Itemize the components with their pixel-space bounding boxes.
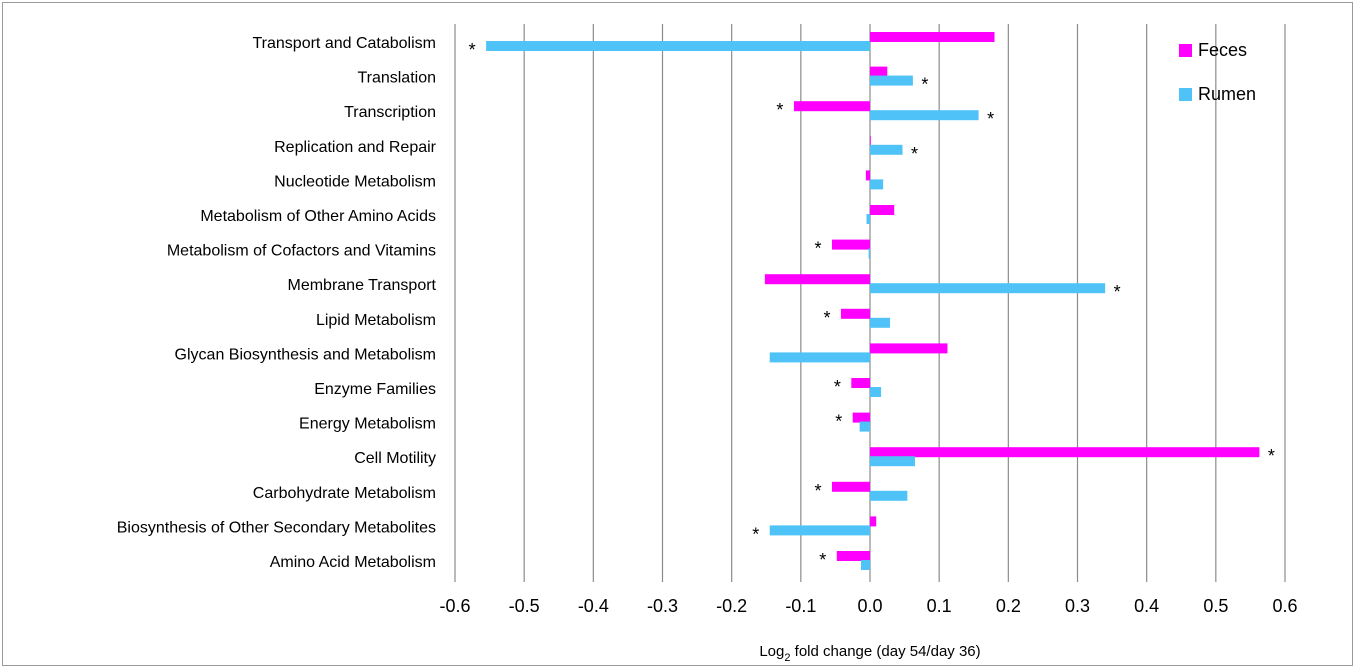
bar-feces bbox=[831, 481, 870, 492]
x-tick-label: 0.5 bbox=[1203, 596, 1228, 616]
bar-rumen bbox=[861, 560, 870, 570]
category-label: Membrane Transport bbox=[287, 277, 436, 294]
category-label: Carbohydrate Metabolism bbox=[253, 485, 436, 502]
bars bbox=[486, 32, 1260, 570]
significance-marker: * bbox=[1268, 446, 1275, 466]
legend-swatch-rumen bbox=[1179, 88, 1192, 101]
category-label: Lipid Metabolism bbox=[316, 312, 436, 329]
bar-feces bbox=[831, 239, 870, 250]
category-label: Transcription bbox=[344, 104, 436, 121]
x-tick-label: -0.5 bbox=[509, 596, 540, 616]
bar-feces bbox=[870, 516, 877, 527]
category-label: Energy Metabolism bbox=[299, 416, 436, 433]
bar-rumen bbox=[870, 110, 979, 121]
category-label: Glycan Biosynthesis and Metabolism bbox=[175, 346, 436, 363]
category-label: Metabolism of Cofactors and Vitamins bbox=[167, 243, 436, 260]
bar-feces bbox=[870, 135, 871, 146]
bar-feces bbox=[764, 274, 870, 285]
significance-marker: * bbox=[823, 308, 830, 328]
bar-feces bbox=[865, 170, 870, 181]
category-label: Cell Motility bbox=[354, 450, 436, 467]
x-tick-label: 0.2 bbox=[996, 596, 1021, 616]
bar-rumen bbox=[870, 317, 891, 328]
significance-marker: * bbox=[814, 481, 821, 501]
bar-rumen bbox=[870, 75, 913, 86]
bar-rumen bbox=[868, 248, 870, 259]
bar-feces bbox=[870, 447, 1260, 458]
bar-feces bbox=[870, 66, 888, 77]
x-axis-label-prefix: Log bbox=[759, 643, 784, 660]
bar-feces bbox=[870, 205, 895, 215]
significance-marker: * bbox=[1114, 282, 1121, 302]
significance-marker: * bbox=[987, 109, 994, 129]
bar-rumen bbox=[870, 387, 882, 397]
significance-marker: * bbox=[752, 524, 759, 544]
bar-rumen bbox=[866, 214, 870, 224]
bar-rumen bbox=[870, 490, 908, 501]
bar-rumen bbox=[859, 421, 870, 432]
bar-feces bbox=[852, 412, 870, 423]
bar-rumen bbox=[870, 456, 915, 467]
bar-feces bbox=[870, 343, 948, 354]
bar-rumen bbox=[486, 41, 870, 51]
x-tick-label: -0.3 bbox=[647, 596, 678, 616]
bar-rumen bbox=[870, 283, 1106, 294]
legend-label-rumen: Rumen bbox=[1198, 84, 1256, 104]
category-labels: Transport and Catabolism Translation Trans… bbox=[117, 35, 437, 571]
category-label: Translation bbox=[357, 70, 436, 87]
x-tick-label: -0.1 bbox=[785, 596, 816, 616]
category-label: Biosynthesis of Other Secondary Metaboli… bbox=[117, 519, 436, 536]
significance-marker: * bbox=[469, 40, 476, 60]
x-tick-label: 0.6 bbox=[1272, 596, 1297, 616]
bar-rumen bbox=[769, 352, 870, 363]
category-label: Metabolism of Other Amino Acids bbox=[200, 208, 436, 225]
bar-feces bbox=[793, 101, 870, 112]
category-label: Nucleotide Metabolism bbox=[274, 173, 436, 190]
x-tick-label: 0.3 bbox=[1065, 596, 1090, 616]
x-axis-label-subscript: 2 bbox=[784, 652, 790, 664]
significance-marker: * bbox=[819, 550, 826, 570]
significance-marker: * bbox=[776, 100, 783, 120]
x-tick-label: 0.4 bbox=[1134, 596, 1159, 616]
x-tick-label: 0.0 bbox=[857, 596, 882, 616]
significance-marker: * bbox=[814, 239, 821, 259]
x-tick-label: -0.6 bbox=[439, 596, 470, 616]
x-tick-label: -0.2 bbox=[716, 596, 747, 616]
legend-swatch-feces bbox=[1179, 44, 1192, 57]
bar-feces bbox=[840, 308, 870, 319]
bar-feces bbox=[836, 551, 870, 561]
category-label: Transport and Catabolism bbox=[253, 35, 437, 52]
bar-rumen bbox=[870, 179, 884, 190]
category-label: Replication and Repair bbox=[274, 139, 437, 156]
category-label: Enzyme Families bbox=[314, 381, 436, 398]
x-tick-label: 0.1 bbox=[927, 596, 952, 616]
x-tick-label: -0.4 bbox=[578, 596, 609, 616]
significance-marker: * bbox=[834, 377, 841, 397]
x-axis-label: Log2 fold change (day 54/day 36) bbox=[759, 643, 980, 664]
significance-marker: * bbox=[911, 144, 918, 164]
significance-markers: * * * * * * * * * * * * * * bbox=[469, 40, 1275, 570]
bar-feces bbox=[870, 32, 995, 42]
category-label: Amino Acid Metabolism bbox=[270, 554, 436, 571]
bar-feces bbox=[851, 378, 870, 388]
significance-marker: * bbox=[835, 412, 842, 432]
legend: Feces Rumen bbox=[1179, 40, 1256, 104]
bar-rumen bbox=[769, 525, 870, 536]
significance-marker: * bbox=[921, 75, 928, 95]
bar-rumen bbox=[870, 144, 903, 155]
x-tick-labels: -0.6 -0.5 -0.4 -0.3 -0.2 -0.1 0.0 0.1 0.2 0.3 0.4 0… bbox=[439, 596, 1297, 616]
x-axis-label-suffix: fold change (day 54/day 36) bbox=[791, 643, 981, 660]
legend-label-feces: Feces bbox=[1198, 40, 1247, 60]
